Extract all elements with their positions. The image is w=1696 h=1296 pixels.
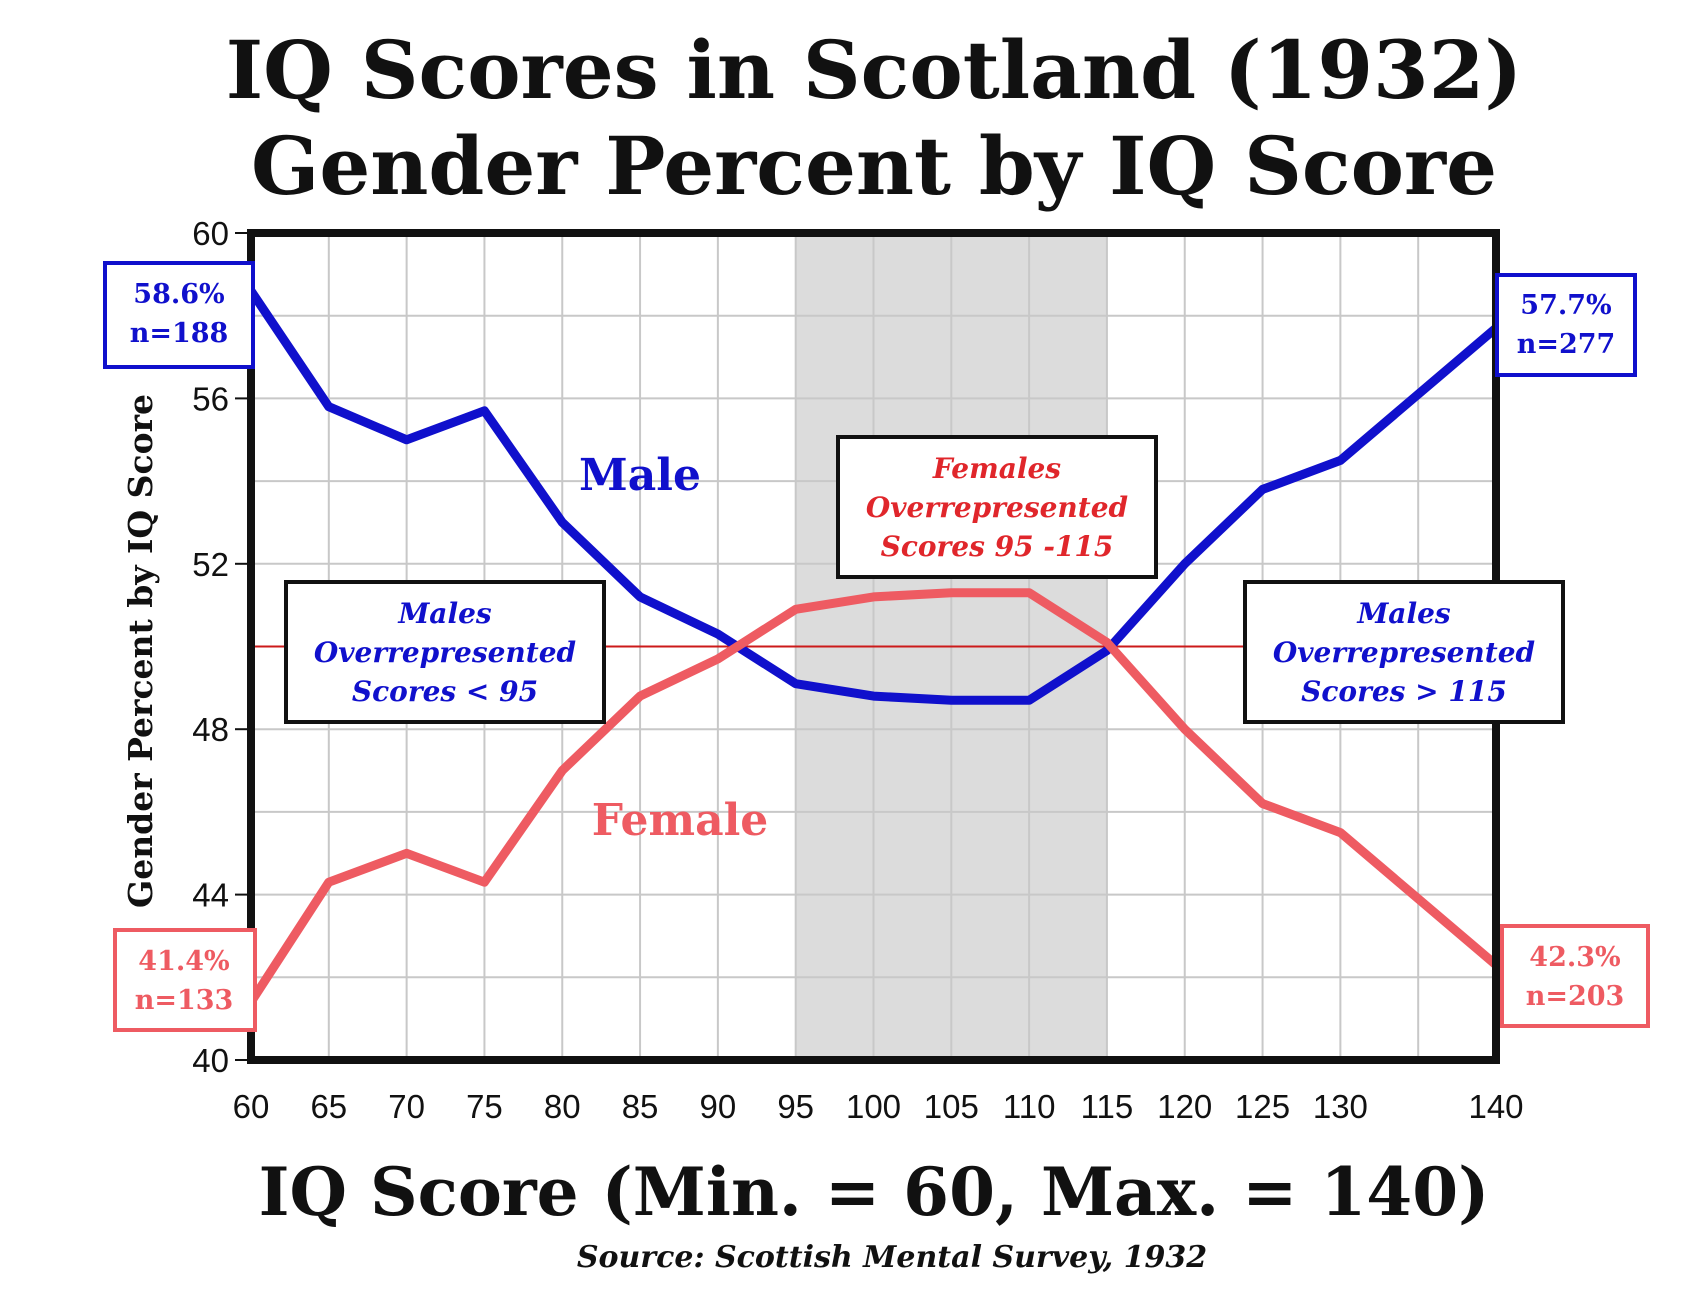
- annotation-center-line3: Scores 95 -115: [881, 530, 1114, 563]
- male-left-pct: 58.6%: [133, 279, 224, 310]
- annotation-right-line1: Males: [1356, 597, 1451, 630]
- male-series-line: [246, 286, 1501, 705]
- y-tick-label: 40: [192, 1042, 229, 1079]
- x-axis-label: IQ Score (Min. = 60, Max. = 140): [259, 1153, 1490, 1231]
- x-tick-label: 125: [1235, 1088, 1290, 1125]
- male-right-endpoint-label: 57.7% n=277: [1495, 273, 1637, 377]
- annotation-right-line2: Overrepresented: [1273, 636, 1535, 669]
- y-tick-label: 56: [192, 380, 229, 417]
- male-series-label: Male: [579, 450, 701, 501]
- x-tick-label: 105: [924, 1088, 979, 1125]
- annotation-left-line3: Scores < 95: [352, 675, 538, 708]
- y-axis-label: Gender Percent by IQ Score: [121, 394, 160, 908]
- male-right-pct: 57.7%: [1520, 290, 1611, 321]
- female-right-n: n=203: [1526, 981, 1625, 1012]
- annotation-right-line3: Scores > 115: [1301, 675, 1507, 708]
- y-tick-label: 52: [192, 546, 229, 583]
- annotation-right: Males Overrepresented Scores > 115: [1243, 580, 1565, 724]
- female-left-pct: 41.4%: [138, 946, 229, 977]
- x-tick-label: 60: [233, 1088, 270, 1125]
- x-tick-label: 130: [1313, 1088, 1368, 1125]
- x-tick-label: 80: [544, 1088, 581, 1125]
- annotation-center-line2: Overrepresented: [866, 491, 1128, 524]
- x-tick-label: 85: [622, 1088, 659, 1125]
- x-tick-label: 90: [700, 1088, 737, 1125]
- x-tick-label: 115: [1081, 1088, 1134, 1125]
- female-series-label: Female: [592, 795, 769, 846]
- male-left-endpoint-label: 58.6% n=188: [103, 261, 255, 369]
- y-tick-label: 60: [192, 215, 229, 252]
- male-left-n: n=188: [130, 318, 229, 349]
- female-left-n: n=133: [135, 985, 234, 1016]
- annotation-center: Females Overrepresented Scores 95 -115: [836, 435, 1158, 579]
- source-note: Source: Scottish Mental Survey, 1932: [577, 1240, 1207, 1275]
- annotation-left-line1: Males: [397, 597, 492, 630]
- y-tick-label: 48: [192, 711, 229, 748]
- female-right-endpoint-label: 42.3% n=203: [1500, 924, 1650, 1028]
- female-series-line: [246, 588, 1501, 1007]
- annotation-left-line2: Overrepresented: [314, 636, 576, 669]
- x-tick-label: 120: [1157, 1088, 1212, 1125]
- chart-title-line2: Gender Percent by IQ Score: [251, 119, 1497, 213]
- annotation-center-line1: Females: [932, 452, 1061, 485]
- x-tick-label: 95: [777, 1088, 814, 1125]
- annotation-left: Males Overrepresented Scores < 95: [284, 580, 606, 724]
- x-tick-label: 65: [310, 1088, 347, 1125]
- chart-title-line1: IQ Scores in Scotland (1932): [226, 23, 1522, 117]
- male-right-n: n=277: [1517, 329, 1616, 360]
- y-tick-label: 44: [192, 877, 229, 914]
- female-right-pct: 42.3%: [1529, 942, 1620, 973]
- x-tick-label: 140: [1468, 1088, 1523, 1125]
- female-left-endpoint-label: 41.4% n=133: [113, 928, 257, 1032]
- x-tick-label: 110: [1003, 1088, 1056, 1125]
- series-layer: [246, 286, 1501, 1007]
- x-tick-label: 70: [388, 1088, 425, 1125]
- x-tick-label: 100: [846, 1088, 901, 1125]
- x-tick-label: 75: [466, 1088, 503, 1125]
